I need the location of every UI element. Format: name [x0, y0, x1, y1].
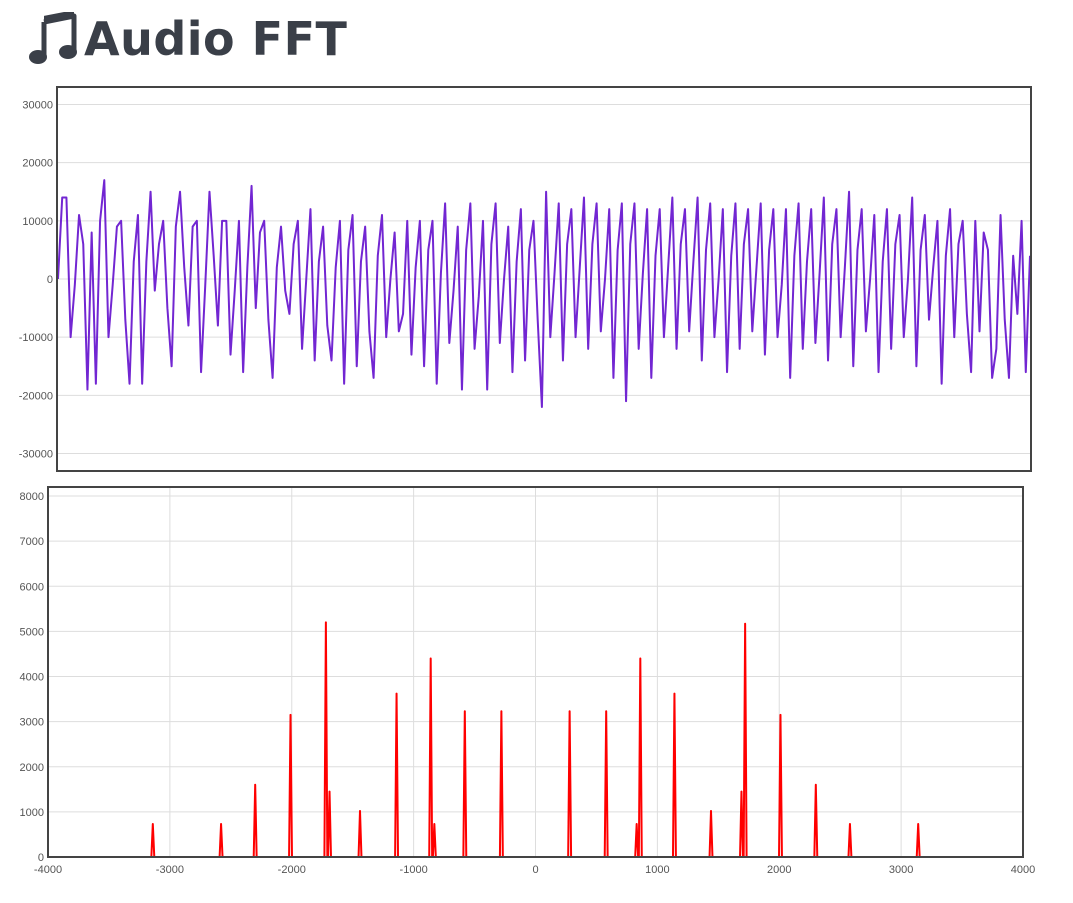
y-tick-label: 0 — [47, 274, 53, 286]
fft-peak-point — [152, 823, 154, 825]
x-tick-label: 3000 — [889, 864, 913, 876]
y-tick-label: 7000 — [20, 536, 44, 548]
waveform-series-line — [57, 179, 1031, 408]
header: Audio FFT — [28, 8, 347, 70]
x-tick-label: -1000 — [400, 864, 428, 876]
fft-peak-point — [710, 810, 712, 812]
y-tick-label: -20000 — [19, 390, 53, 402]
y-tick-label: 30000 — [22, 99, 53, 111]
fft-peak-point — [673, 692, 676, 695]
y-tick-label: 2000 — [20, 762, 44, 774]
fft-peak-point — [359, 810, 361, 812]
fft-peak-point — [740, 790, 743, 793]
waveform-plot-frame — [56, 86, 1032, 472]
fft-peak-point — [605, 710, 607, 713]
fft-peak-point — [744, 622, 746, 625]
fft-peak-point — [917, 823, 919, 825]
fft-gridlines — [47, 487, 1024, 858]
x-tick-label: 2000 — [767, 864, 791, 876]
x-tick-label: 4000 — [1011, 864, 1035, 876]
y-tick-label: 6000 — [20, 581, 44, 593]
fft-plot-frame — [47, 486, 1024, 858]
fft-peak-point — [500, 710, 503, 713]
y-tick-label: 5000 — [20, 626, 44, 638]
fft-peak-point — [815, 784, 817, 786]
y-tick-label: 0 — [38, 852, 44, 864]
fft-peak-point — [635, 823, 638, 825]
y-tick-label: -30000 — [19, 449, 53, 461]
y-tick-label: -10000 — [19, 332, 53, 344]
fft-peak-point — [429, 657, 432, 660]
fft-peak-point — [328, 790, 331, 793]
x-tick-label: 1000 — [645, 864, 669, 876]
x-tick-label: 0 — [532, 864, 538, 876]
x-tick-label: -3000 — [156, 864, 184, 876]
y-tick-label: 4000 — [20, 672, 44, 684]
fft-peak-point — [254, 784, 256, 786]
fft-peak-point — [395, 692, 398, 695]
fft-peak-point — [849, 823, 851, 825]
fft-peak-points — [152, 621, 919, 825]
y-tick-label: 10000 — [22, 216, 53, 228]
fft-peak-point — [779, 714, 782, 716]
page-title: Audio FFT — [84, 12, 348, 66]
music-note-icon — [29, 12, 77, 64]
x-tick-label: -4000 — [34, 864, 62, 876]
fft-peak-point — [325, 621, 327, 624]
x-tick-label: -2000 — [278, 864, 306, 876]
fft-peak-point — [433, 823, 436, 825]
fft-peak-point — [568, 710, 571, 713]
y-tick-label: 3000 — [20, 717, 44, 729]
waveform-chart: 30000 20000 10000 0 -10000 -20000 -30000 — [19, 86, 1032, 472]
fft-peak-point — [639, 657, 642, 660]
fft-peak-point — [220, 823, 222, 825]
fft-peak-point — [289, 714, 292, 716]
y-tick-label: 20000 — [22, 158, 53, 170]
y-tick-label: 1000 — [20, 807, 44, 819]
y-tick-label: 8000 — [20, 491, 44, 503]
fft-peak-point — [464, 710, 466, 713]
